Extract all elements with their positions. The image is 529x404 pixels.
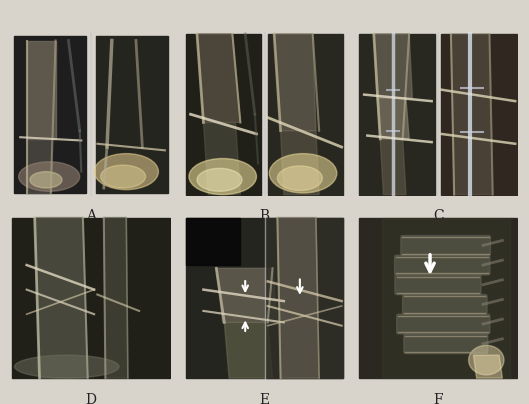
Ellipse shape xyxy=(197,168,242,191)
Ellipse shape xyxy=(101,165,145,188)
Text: C: C xyxy=(433,209,443,223)
Polygon shape xyxy=(204,122,240,195)
Ellipse shape xyxy=(30,172,62,188)
FancyBboxPatch shape xyxy=(404,334,488,354)
Polygon shape xyxy=(224,322,272,378)
Text: A: A xyxy=(86,209,96,223)
Ellipse shape xyxy=(19,162,80,191)
Text: F: F xyxy=(433,393,443,404)
FancyBboxPatch shape xyxy=(401,236,490,255)
Polygon shape xyxy=(441,34,517,195)
Polygon shape xyxy=(274,34,316,130)
Polygon shape xyxy=(277,217,319,378)
Polygon shape xyxy=(359,217,517,378)
FancyBboxPatch shape xyxy=(395,255,490,275)
FancyBboxPatch shape xyxy=(395,275,481,295)
Polygon shape xyxy=(12,217,170,378)
Polygon shape xyxy=(14,36,86,193)
Polygon shape xyxy=(451,34,492,195)
Polygon shape xyxy=(216,268,277,322)
Polygon shape xyxy=(359,34,435,195)
Polygon shape xyxy=(266,217,343,378)
Polygon shape xyxy=(104,217,128,378)
Ellipse shape xyxy=(15,355,119,378)
Polygon shape xyxy=(280,130,319,195)
Ellipse shape xyxy=(269,154,337,193)
Polygon shape xyxy=(473,355,503,378)
Ellipse shape xyxy=(277,166,322,190)
Polygon shape xyxy=(374,34,412,98)
Text: D: D xyxy=(86,393,96,404)
Polygon shape xyxy=(96,36,168,193)
Polygon shape xyxy=(186,217,343,378)
Text: E: E xyxy=(259,393,270,404)
Polygon shape xyxy=(377,98,409,139)
Polygon shape xyxy=(35,217,88,378)
Polygon shape xyxy=(380,139,406,195)
Ellipse shape xyxy=(94,154,158,189)
Polygon shape xyxy=(197,34,240,122)
FancyBboxPatch shape xyxy=(403,295,487,314)
Ellipse shape xyxy=(189,158,257,195)
Polygon shape xyxy=(268,34,343,195)
Polygon shape xyxy=(186,34,261,195)
FancyBboxPatch shape xyxy=(397,314,490,334)
Ellipse shape xyxy=(469,345,504,375)
Text: B: B xyxy=(259,209,270,223)
Polygon shape xyxy=(186,217,240,265)
